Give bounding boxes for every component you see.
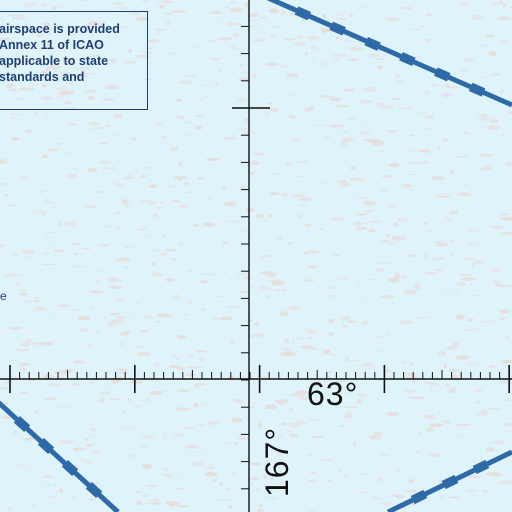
boundary-line-northeast xyxy=(266,0,512,108)
longitude-label: 167° xyxy=(259,426,295,497)
boundary-line-southwest xyxy=(0,400,120,512)
longitude-line xyxy=(232,0,270,512)
airspace-notice-line-1: airspace is provided xyxy=(0,22,120,36)
latitude-label: 63° xyxy=(307,376,359,412)
airspace-notice-line-2: Annex 11 of ICAO xyxy=(0,38,104,52)
airspace-notice-box: airspace is provided Annex 11 of ICAO ap… xyxy=(0,11,148,110)
airspace-notice-line-3: applicable to state xyxy=(0,54,109,68)
partial-label-fragment: e xyxy=(0,289,7,303)
boundary-line-southeast xyxy=(386,449,512,512)
airspace-notice-line-4: standards and xyxy=(0,70,85,84)
latitude-line xyxy=(0,365,512,393)
